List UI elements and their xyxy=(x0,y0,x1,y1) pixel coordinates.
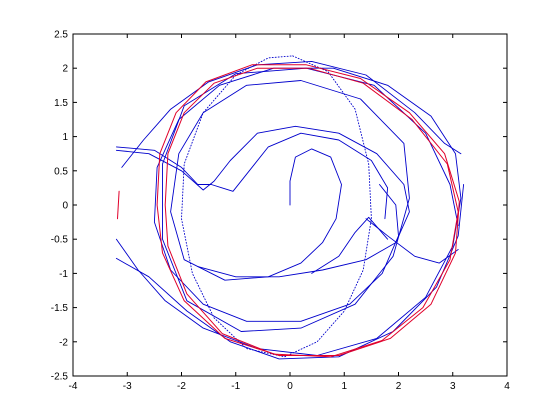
y-tick-label: 2 xyxy=(62,64,68,75)
trajectory-line-8 xyxy=(365,218,459,264)
trajectory-line-9 xyxy=(181,55,372,358)
limit-cycle-line-11 xyxy=(164,67,459,358)
x-tick-label: -3 xyxy=(123,381,132,392)
y-tick-label: 1.5 xyxy=(54,98,68,109)
trajectory-line-2 xyxy=(121,60,462,168)
y-tick-label: -0.5 xyxy=(51,235,69,246)
y-tick-label: -1.5 xyxy=(51,303,69,314)
y-tick-label: -2.5 xyxy=(51,372,69,383)
y-tick-label: -1 xyxy=(59,269,68,280)
x-tick-label: -2 xyxy=(177,381,186,392)
trajectory-line-1 xyxy=(162,67,459,332)
x-tick-label: 4 xyxy=(504,381,510,392)
limit-cycle-line-10 xyxy=(156,64,460,356)
trajectory-line-6 xyxy=(115,184,465,360)
series-layer xyxy=(115,55,465,360)
plot-area: -4 -3 -2 -1 0 1 2 3 4 2.5 2 1.5 1 0.5 0 -0.5 -1 -1.5 -2 -2.… xyxy=(51,30,510,393)
y-tick-label: 1 xyxy=(62,132,68,143)
y-tick-label: 0 xyxy=(62,201,68,212)
trajectory-line-4 xyxy=(115,132,389,220)
y-tick-label: 0.5 xyxy=(54,166,68,177)
y-tick-label: -2 xyxy=(59,337,68,348)
trajectory-line-7 xyxy=(311,216,389,274)
x-tick-label: 3 xyxy=(450,381,456,392)
x-tick-label: 2 xyxy=(396,381,402,392)
tick-layer: -4 -3 -2 -1 0 1 2 3 4 2.5 2 1.5 1 0.5 0 -0.5 -1 -1.5 -2 -2.… xyxy=(51,30,510,393)
x-tick-label: 0 xyxy=(287,381,293,392)
y-tick-label: 2.5 xyxy=(54,30,68,41)
x-tick-label: 1 xyxy=(341,381,347,392)
x-tick-label: -4 xyxy=(69,381,78,392)
x-tick-label: -1 xyxy=(231,381,240,392)
limit-cycle-line-12 xyxy=(117,190,120,220)
